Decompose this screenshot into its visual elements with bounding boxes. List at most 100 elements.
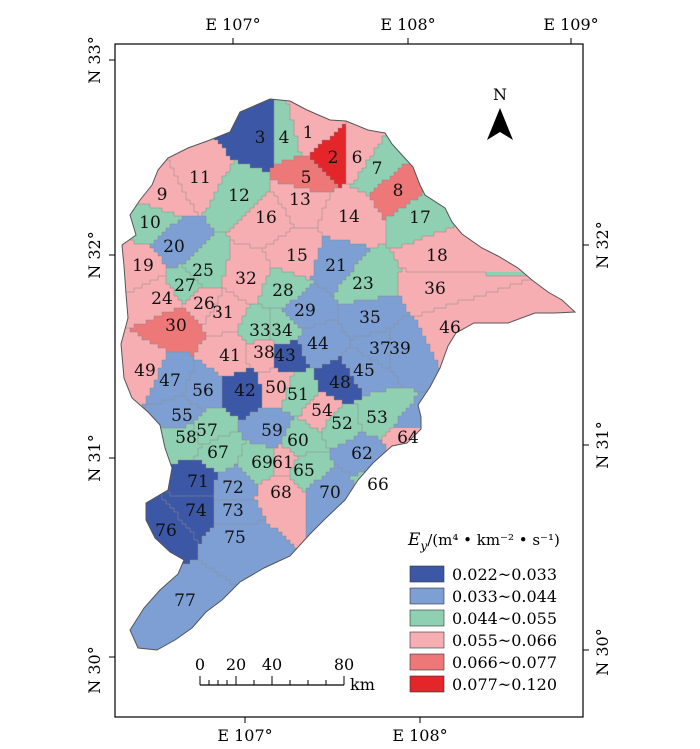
subbasin-region-50 [258, 380, 290, 384]
subbasin-region-70 [334, 464, 338, 468]
subbasin-region-49 [121, 328, 130, 332]
subbasin-region-56 [190, 376, 222, 380]
subbasin-region-24 [121, 316, 154, 320]
subbasin-region-45 [350, 368, 390, 372]
subbasin-region-77 [121, 600, 262, 604]
legend-range-label: 0.066~0.077 [452, 653, 557, 672]
subbasin-region-47 [162, 364, 194, 368]
subbasin-region-6 [346, 152, 374, 156]
subbasin-region-49 [121, 384, 154, 388]
subbasin-label-13: 13 [289, 190, 311, 210]
subbasin-region-68 [290, 540, 306, 544]
subbasin-region-1 [294, 132, 334, 136]
subbasin-region-43 [274, 364, 310, 368]
subbasin-label-49: 49 [134, 361, 156, 381]
subbasin-region-68 [262, 508, 306, 512]
subbasin-region-9 [126, 196, 186, 200]
subbasin-region-69 [238, 460, 274, 464]
subbasin-label-46: 46 [439, 318, 461, 338]
subbasin-region-14 [322, 208, 378, 212]
subbasin-region-11 [190, 200, 210, 204]
subbasin-region-7 [374, 152, 418, 156]
subbasin-region-48 [330, 360, 342, 364]
bottom-lon-label: E 108° [392, 726, 447, 745]
subbasin-region-74 [194, 536, 202, 540]
subbasin-region-59 [242, 436, 282, 440]
subbasin-region-29 [294, 320, 326, 324]
subbasin-region-68 [266, 520, 306, 524]
subbasin-region-7 [354, 180, 382, 184]
subbasin-region-54 [302, 412, 334, 416]
subbasin-region-69 [246, 440, 250, 444]
left-lat-label: N 30° [85, 646, 104, 693]
subbasin-region-39 [390, 368, 442, 372]
subbasin-region-52 [326, 420, 358, 424]
subbasin-region-2 [330, 136, 346, 140]
subbasin-region-51 [290, 412, 302, 416]
subbasin-region-2 [330, 176, 346, 180]
subbasin-region-34 [270, 316, 290, 320]
subbasin-region-68 [266, 516, 306, 520]
subbasin-region-34 [270, 328, 302, 332]
subbasin-region-44 [298, 336, 350, 340]
subbasin-region-23 [354, 268, 402, 272]
subbasin-region-49 [121, 368, 158, 372]
subbasin-region-17 [386, 216, 478, 220]
subbasin-region-7 [350, 184, 378, 188]
subbasin-region-20 [158, 236, 210, 240]
subbasin-region-30 [174, 308, 186, 312]
subbasin-region-2 [310, 152, 346, 156]
subbasin-region-23 [358, 260, 398, 264]
subbasin-region-39 [390, 364, 438, 368]
subbasin-region-19 [121, 244, 150, 248]
subbasin-region-53 [386, 388, 414, 392]
subbasin-region-73 [214, 516, 266, 520]
subbasin-label-8: 8 [393, 181, 404, 201]
subbasin-region-27 [182, 300, 186, 304]
subbasin-region-72 [226, 468, 242, 472]
subbasin-region-77 [121, 596, 254, 600]
subbasin-region-19 [121, 284, 142, 288]
subbasin-region-32 [226, 272, 270, 276]
subbasin-region-20 [162, 256, 190, 260]
subbasin-region-37 [370, 332, 390, 336]
subbasin-region-12 [226, 172, 270, 176]
subbasin-region-43 [278, 368, 306, 372]
subbasin-region-43 [274, 344, 302, 348]
subbasin-label-67: 67 [207, 443, 229, 463]
subbasin-region-60 [286, 432, 322, 436]
subbasin-label-14: 14 [338, 207, 360, 227]
subbasin-region-70 [306, 488, 354, 492]
subbasin-region-24 [121, 300, 182, 304]
subbasin-label-34: 34 [271, 321, 293, 341]
subbasin-region-8 [382, 180, 442, 184]
subbasin-region-30 [146, 320, 198, 324]
subbasin-region-39 [390, 360, 438, 364]
subbasin-region-62 [350, 472, 358, 476]
subbasin-region-25 [202, 244, 230, 248]
subbasin-label-9: 9 [157, 185, 168, 205]
subbasin-region-4 [274, 152, 302, 156]
subbasin-region-76 [121, 536, 194, 540]
subbasin-region-26 [194, 292, 222, 296]
subbasin-region-60 [294, 452, 306, 456]
subbasin-region-44 [302, 352, 342, 356]
subbasin-region-24 [126, 292, 174, 296]
subbasin-region-15 [274, 240, 322, 244]
subbasin-region-44 [306, 360, 330, 364]
subbasin-region-32 [238, 296, 258, 300]
subbasin-region-44 [326, 320, 338, 324]
subbasin-region-70 [306, 504, 358, 508]
subbasin-region-68 [278, 528, 306, 532]
subbasin-region-29 [302, 292, 330, 296]
subbasin-region-17 [386, 236, 422, 240]
subbasin-region-60 [290, 420, 306, 424]
subbasin-region-35 [338, 312, 410, 316]
subbasin-region-74 [186, 524, 214, 528]
subbasin-region-10 [121, 232, 162, 236]
subbasin-region-11 [178, 176, 222, 180]
subbasin-region-60 [294, 416, 298, 420]
subbasin-region-37 [378, 360, 390, 364]
subbasin-region-67 [202, 444, 242, 448]
subbasin-region-4 [274, 132, 294, 136]
